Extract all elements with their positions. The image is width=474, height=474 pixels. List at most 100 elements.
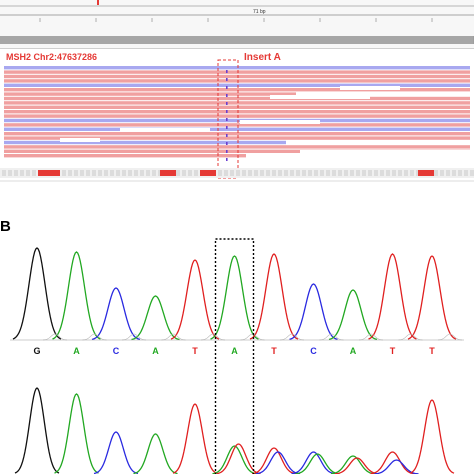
- insertion-mark: [226, 118, 228, 121]
- sequencing-read: [4, 149, 470, 153]
- reference-base: [260, 170, 264, 176]
- reference-base: [332, 170, 336, 176]
- reference-base: [272, 170, 276, 176]
- reference-base: [386, 170, 390, 176]
- reference-base: [266, 170, 270, 176]
- reference-base: [350, 170, 354, 176]
- read-gap: [300, 150, 470, 154]
- reference-base: [314, 170, 318, 176]
- reference-base: [308, 170, 312, 176]
- chromatogram-peak: [330, 455, 376, 474]
- chromatogram-peak: [52, 251, 101, 340]
- sequencing-read: [4, 140, 286, 145]
- sequencing-read: [4, 154, 246, 158]
- background-trace: [122, 333, 146, 341]
- base-call-G: G: [33, 346, 41, 356]
- reference-base: [296, 170, 300, 176]
- base-call-A: A: [349, 346, 357, 356]
- chromatogram-peak: [170, 259, 220, 340]
- reference-base: [116, 170, 120, 176]
- sequencing-read: [4, 136, 470, 140]
- reference-base: [68, 170, 72, 176]
- reference-base: [14, 170, 18, 176]
- locus-label: MSH2 Chr2:47637286: [6, 52, 98, 62]
- reference-base: [398, 170, 402, 176]
- ruler-span-label: 71 bp: [253, 9, 266, 15]
- chromatogram-peak: [91, 287, 141, 341]
- background-trace: [319, 333, 344, 341]
- reference-base: [464, 170, 468, 176]
- reference-base: [320, 170, 324, 176]
- chromatogram-peak: [249, 253, 299, 340]
- reference-base: [86, 170, 90, 176]
- reference-base: [74, 170, 78, 176]
- base-call-A: A: [73, 346, 80, 356]
- chromatogram-peak: [12, 247, 62, 340]
- chromatogram-peak: [93, 431, 139, 474]
- base-call-T: T: [271, 346, 277, 356]
- background-trace: [398, 333, 423, 341]
- background-trace: [280, 333, 304, 341]
- insert-highlight-box: [214, 238, 255, 474]
- read-gap: [270, 95, 370, 99]
- insert-annotation: Insert A: [244, 52, 281, 63]
- insertion-mark: [226, 86, 228, 89]
- sequencing-read: [4, 83, 470, 87]
- sequencing-read: [4, 74, 470, 79]
- reference-base: [452, 170, 456, 176]
- background-trace: [359, 333, 383, 341]
- chromatogram-peak: [409, 399, 455, 474]
- chromatogram-peak: [212, 445, 257, 474]
- reference-base: [458, 170, 462, 176]
- read-gap: [120, 128, 210, 132]
- insertion-mark: [226, 126, 228, 129]
- insertion-mark: [226, 150, 228, 153]
- insertion-mark: [226, 78, 228, 81]
- reference-base: [440, 170, 444, 176]
- insertion-mark: [226, 134, 228, 137]
- background-trace: [201, 333, 225, 341]
- reference-base: [392, 170, 396, 176]
- reference-base: [92, 170, 96, 176]
- reference-base: [32, 170, 36, 176]
- igv-panel: 71 bp MSH2 Chr2:47637286 Insert A: [0, 0, 474, 185]
- sequencing-read: [4, 118, 470, 123]
- reference-base: [302, 170, 306, 176]
- base-call-T: T: [192, 346, 198, 356]
- chromatogram-peak: [54, 393, 99, 474]
- read-gap: [240, 120, 320, 124]
- reference-base: [104, 170, 108, 176]
- alignment-tracks: [0, 0, 474, 182]
- current-position-marker: [97, 0, 99, 5]
- base-call-C: C: [112, 346, 120, 356]
- reference-base: [356, 170, 360, 176]
- background-trace: [43, 333, 67, 341]
- reference-base: [326, 170, 330, 176]
- reference-base: [284, 170, 288, 176]
- insertion-mark: [226, 158, 228, 161]
- background-trace: [240, 333, 265, 341]
- chromatogram-peak: [255, 451, 301, 474]
- sequencing-read: [4, 105, 470, 109]
- reference-base: [230, 170, 234, 176]
- sequencing-read: [4, 127, 470, 131]
- sequencing-read: [4, 123, 470, 127]
- reference-base: [146, 170, 150, 176]
- reference-base: [98, 170, 102, 176]
- chromatogram-peak: [289, 283, 338, 341]
- chromatogram-peak: [133, 433, 178, 474]
- sequencing-read: [4, 66, 470, 70]
- reference-base-highlight: [200, 170, 216, 176]
- sequencing-read: [4, 70, 470, 74]
- reference-base-highlight: [418, 170, 434, 176]
- sequencing-read: [4, 88, 470, 92]
- reference-base-highlight: [38, 170, 60, 176]
- chromatogram-peak: [407, 255, 457, 340]
- sequencing-read: [4, 101, 470, 105]
- base-call-T: T: [429, 346, 435, 356]
- chromatogram-peak: [368, 253, 417, 340]
- reference-base: [224, 170, 228, 176]
- reference-base: [134, 170, 138, 176]
- reference-base: [20, 170, 24, 176]
